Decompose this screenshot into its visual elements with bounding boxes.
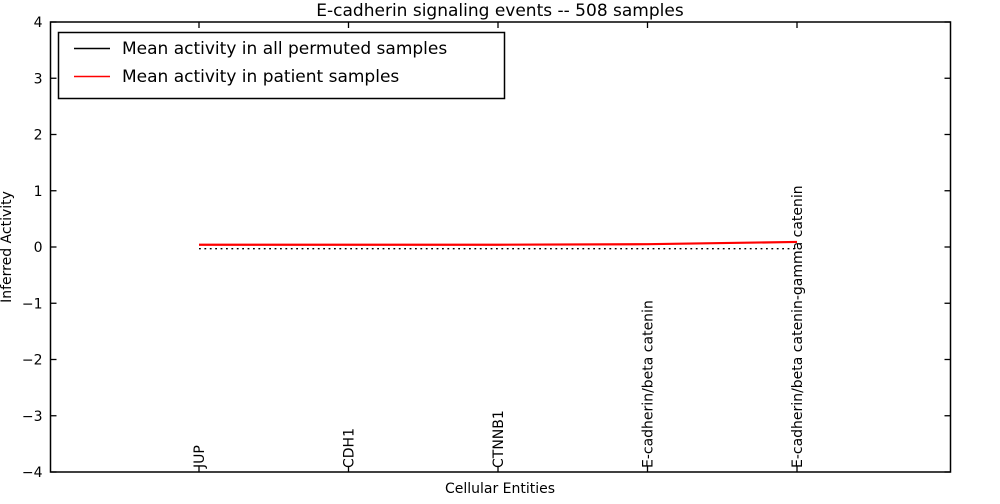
data-series [199, 240, 798, 250]
legend-box [57, 31, 506, 100]
x-tick-label: JUP [192, 445, 208, 469]
y-tick-label: −1 [22, 296, 43, 312]
y-tick-label: −2 [22, 353, 43, 369]
y-axis-label: Inferred Activity [0, 191, 15, 303]
y-tick-label: 1 [34, 184, 43, 200]
chart-title: E-cadherin signaling events -- 508 sampl… [316, 1, 684, 21]
x-tick-labels: JUP CDH1 CTNNB1 E-cadherin/beta catenin E-ca… [192, 185, 806, 469]
legend-label-permuted-samples: Mean activity in all permuted samples [122, 39, 447, 59]
y-tick-label: 2 [34, 128, 43, 144]
x-tick-label: CDH1 [342, 428, 358, 468]
y-tick-label: −4 [22, 465, 43, 481]
legend: Mean activity in all permuted samples Me… [57, 31, 506, 100]
y-tick-label: −3 [22, 409, 43, 425]
y-tick-label: 3 [34, 71, 43, 87]
y-tick-label: 4 [34, 15, 43, 31]
x-tick-label: E-cadherin/beta catenin [641, 300, 657, 468]
x-tick-label: CTNNB1 [491, 410, 507, 468]
legend-label-patient-samples: Mean activity in patient samples [122, 67, 399, 87]
axis-ticks: 4 3 2 1 0 −1 −2 −3 −4 [22, 15, 951, 481]
series-line-patient-samples [199, 240, 798, 246]
x-tick-label: E-cadherin/beta catenin-gamma catenin [790, 185, 806, 468]
y-tick-label: 0 [34, 240, 43, 256]
x-axis-label: Cellular Entities [445, 481, 555, 497]
